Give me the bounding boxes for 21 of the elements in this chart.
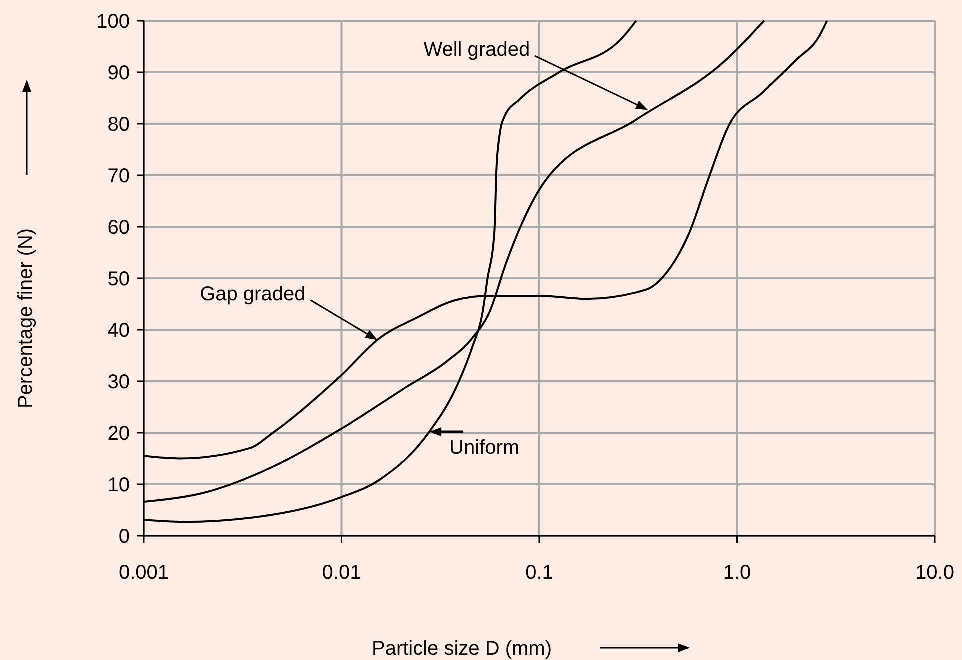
y-tick-label: 100 (96, 11, 130, 33)
y-tick-label: 40 (108, 320, 130, 342)
annotation: Well graded (424, 39, 530, 62)
y-tick-label: 30 (108, 372, 130, 394)
x-tick-label: 0.01 (322, 562, 362, 584)
y-axis-title: Percentage finer (N) (15, 228, 37, 409)
y-tick-label: 50 (108, 268, 130, 290)
annotation: Uniform (450, 436, 520, 459)
y-tick-label: 80 (108, 114, 130, 136)
y-tick-label: 70 (108, 166, 130, 188)
x-tick-label: 10.0 (916, 562, 954, 584)
annotation: Gap graded (200, 283, 306, 306)
y-tick-label: 90 (108, 62, 130, 84)
y-tick-label: 0 (118, 526, 130, 548)
y-tick-label: 60 (108, 217, 130, 239)
x-tick-label: 1.0 (723, 562, 752, 584)
y-tick-label: 20 (108, 423, 130, 445)
x-axis-title: Particle size D (mm) (372, 638, 552, 660)
x-tick-label: 0.1 (526, 562, 554, 584)
x-tick-label: 0.001 (118, 562, 170, 584)
y-tick-label: 10 (108, 474, 130, 496)
